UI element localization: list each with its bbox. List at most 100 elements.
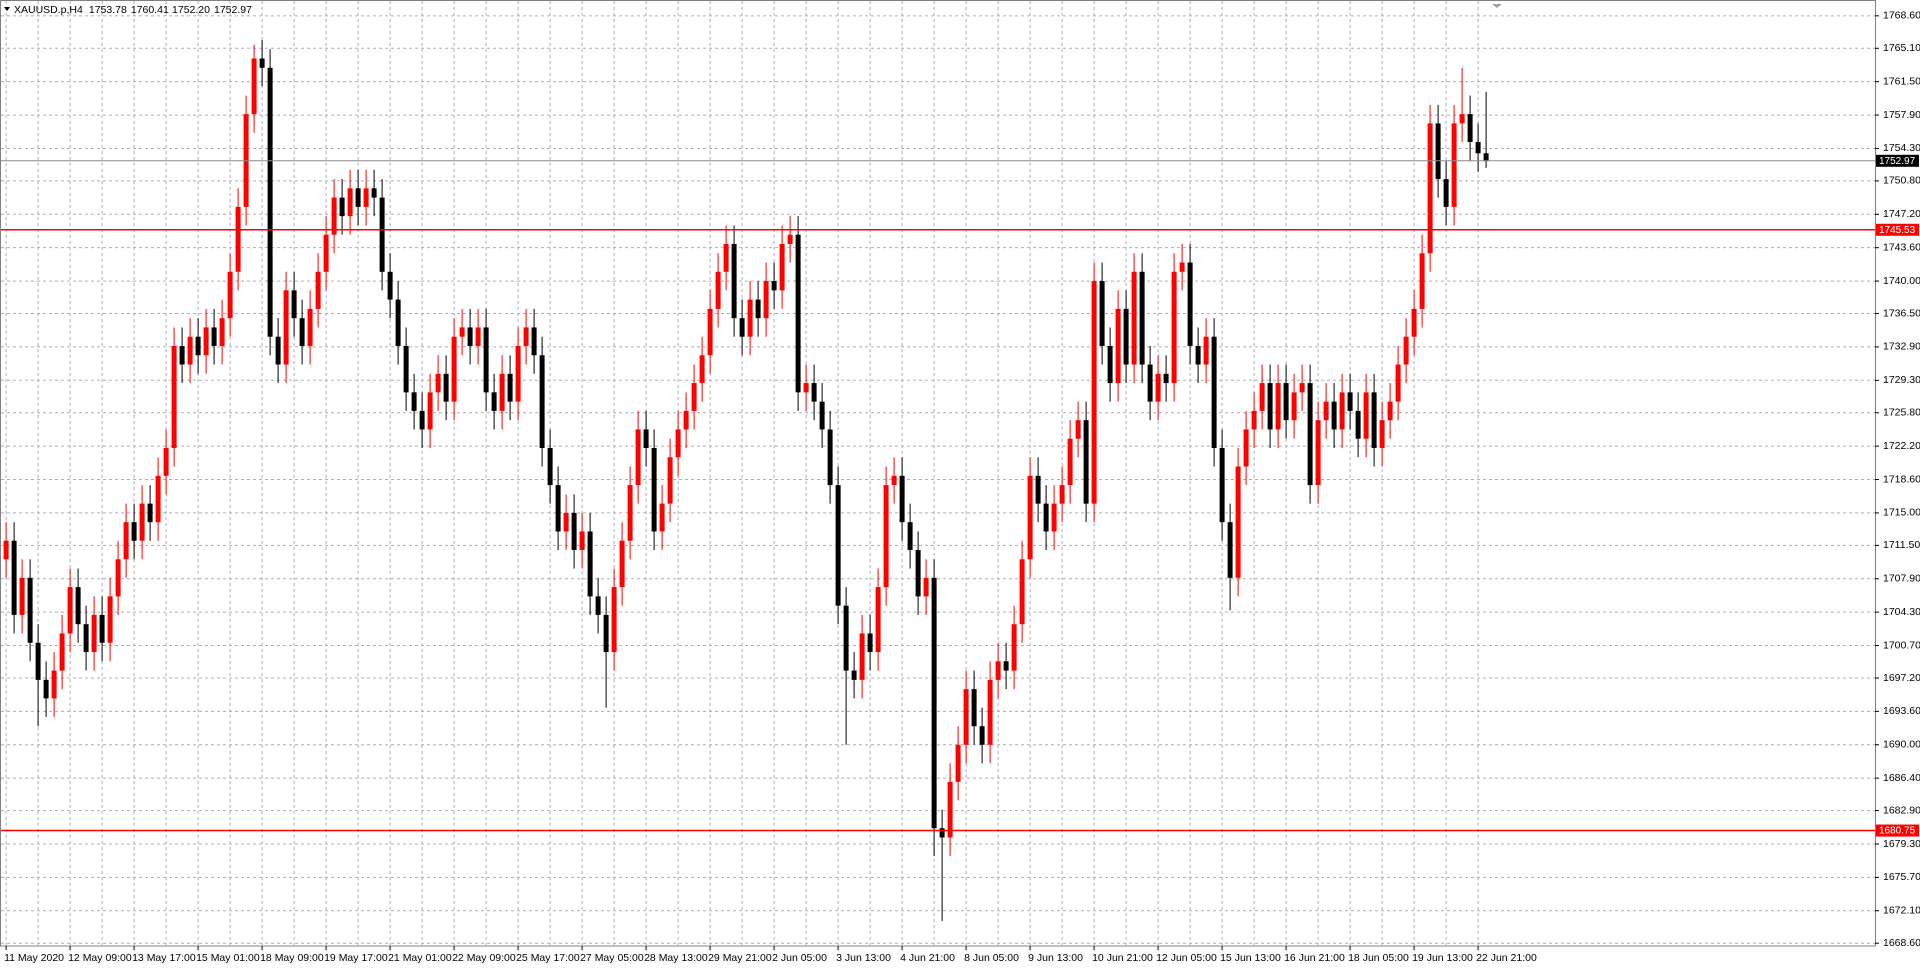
candle-body — [83, 624, 89, 653]
shift-marker[interactable] — [1492, 4, 1502, 8]
candle-body — [1451, 123, 1457, 207]
candle-body — [803, 383, 809, 393]
candle-body — [1371, 392, 1377, 448]
candle-body — [203, 327, 209, 356]
candle-body — [1387, 401, 1393, 421]
candle-body — [363, 188, 369, 207]
candle-body — [1203, 336, 1209, 365]
candle-body — [963, 689, 969, 745]
candle-body — [1443, 179, 1449, 207]
candle-body — [275, 336, 281, 365]
x-tick-label: 18 Jun 05:00 — [1348, 952, 1409, 964]
candle-body — [659, 503, 665, 532]
menu-arrow[interactable] — [4, 7, 10, 11]
candle-body — [739, 318, 745, 337]
candle-body — [139, 503, 145, 541]
x-tick-label: 11 May 2020 — [4, 952, 64, 964]
x-tick-label: 27 May 05:00 — [580, 952, 644, 964]
candle-body — [1459, 114, 1465, 124]
y-tick-label: 1768.60 — [1883, 10, 1920, 22]
candle-body — [1131, 271, 1137, 365]
candle-body — [819, 401, 825, 430]
candle-body — [611, 587, 617, 653]
candle-body — [195, 336, 201, 356]
y-tick-label: 1711.50 — [1883, 539, 1920, 551]
candle-body — [1467, 114, 1473, 142]
candle-body — [627, 485, 633, 541]
candle-body — [867, 633, 873, 653]
y-tick-label: 1686.40 — [1883, 772, 1920, 784]
candle-body — [1483, 153, 1489, 161]
candle-body — [1011, 624, 1017, 671]
candle-body — [539, 355, 545, 448]
candle-body — [1291, 392, 1297, 421]
candle-body — [419, 410, 425, 430]
candle-body — [979, 726, 985, 745]
candle-body — [851, 670, 857, 680]
candle-body — [1099, 281, 1105, 346]
candle-body — [147, 503, 153, 523]
y-tick-label: 1740.00 — [1883, 275, 1920, 287]
y-tick-label: 1743.60 — [1883, 241, 1920, 253]
candle-body — [587, 531, 593, 597]
candle-body — [1019, 559, 1025, 625]
candle-body — [859, 633, 865, 680]
candle-body — [507, 373, 513, 402]
candle-body — [499, 373, 505, 411]
candle-body — [387, 271, 393, 300]
candle-body — [347, 188, 353, 217]
candle-body — [763, 281, 769, 319]
candle-body — [1227, 522, 1233, 578]
candle-body — [1091, 281, 1097, 504]
candle-body — [563, 512, 569, 532]
candle-body — [1275, 383, 1281, 430]
candle-body — [403, 345, 409, 393]
candle-body — [531, 327, 537, 356]
candle-body — [427, 392, 433, 430]
candle-body — [1123, 308, 1129, 365]
candle-body — [1243, 429, 1249, 467]
candle-body — [1363, 392, 1369, 439]
y-tick-label: 1672.10 — [1883, 905, 1920, 917]
candle-body — [339, 197, 345, 217]
candle-body — [691, 383, 697, 411]
candle-body — [955, 744, 961, 782]
candle-body — [1219, 447, 1225, 523]
candle-body — [1163, 373, 1169, 384]
candle-body — [787, 234, 793, 244]
y-tick-label: 1715.00 — [1883, 507, 1920, 519]
candle-body — [715, 271, 721, 309]
candle-body — [1379, 420, 1385, 448]
candle-body — [1307, 383, 1313, 486]
candle-body — [1043, 503, 1049, 532]
quote-close: 1752.97 — [214, 4, 252, 16]
level-label: 1680.75 — [1879, 826, 1916, 837]
candle-body — [1339, 392, 1345, 430]
candle-body — [451, 336, 457, 402]
candle-body — [523, 327, 529, 346]
candle-body — [1435, 123, 1441, 180]
candle-body — [555, 485, 561, 532]
candle-body — [331, 197, 337, 235]
level-label-box — [1876, 223, 1919, 236]
candle-body — [731, 243, 737, 319]
candle-body — [355, 188, 361, 207]
candle-body — [1139, 271, 1145, 365]
current-price-box — [1876, 154, 1919, 167]
candle-body — [75, 587, 81, 625]
candle-body — [251, 58, 257, 115]
candle-body — [459, 327, 465, 337]
candle-body — [27, 577, 33, 643]
candle-body — [1235, 466, 1241, 578]
candle-body — [187, 336, 193, 365]
x-tick-label: 15 Jun 13:00 — [1220, 952, 1281, 964]
candle-body — [1323, 401, 1329, 421]
candle-body — [323, 234, 329, 272]
y-tick-label: 1757.90 — [1883, 109, 1920, 121]
candle-body — [939, 828, 945, 838]
candle-body — [1419, 253, 1425, 309]
candle-body — [211, 327, 217, 346]
x-tick-label: 13 May 17:00 — [132, 952, 196, 964]
candle-body — [699, 355, 705, 384]
